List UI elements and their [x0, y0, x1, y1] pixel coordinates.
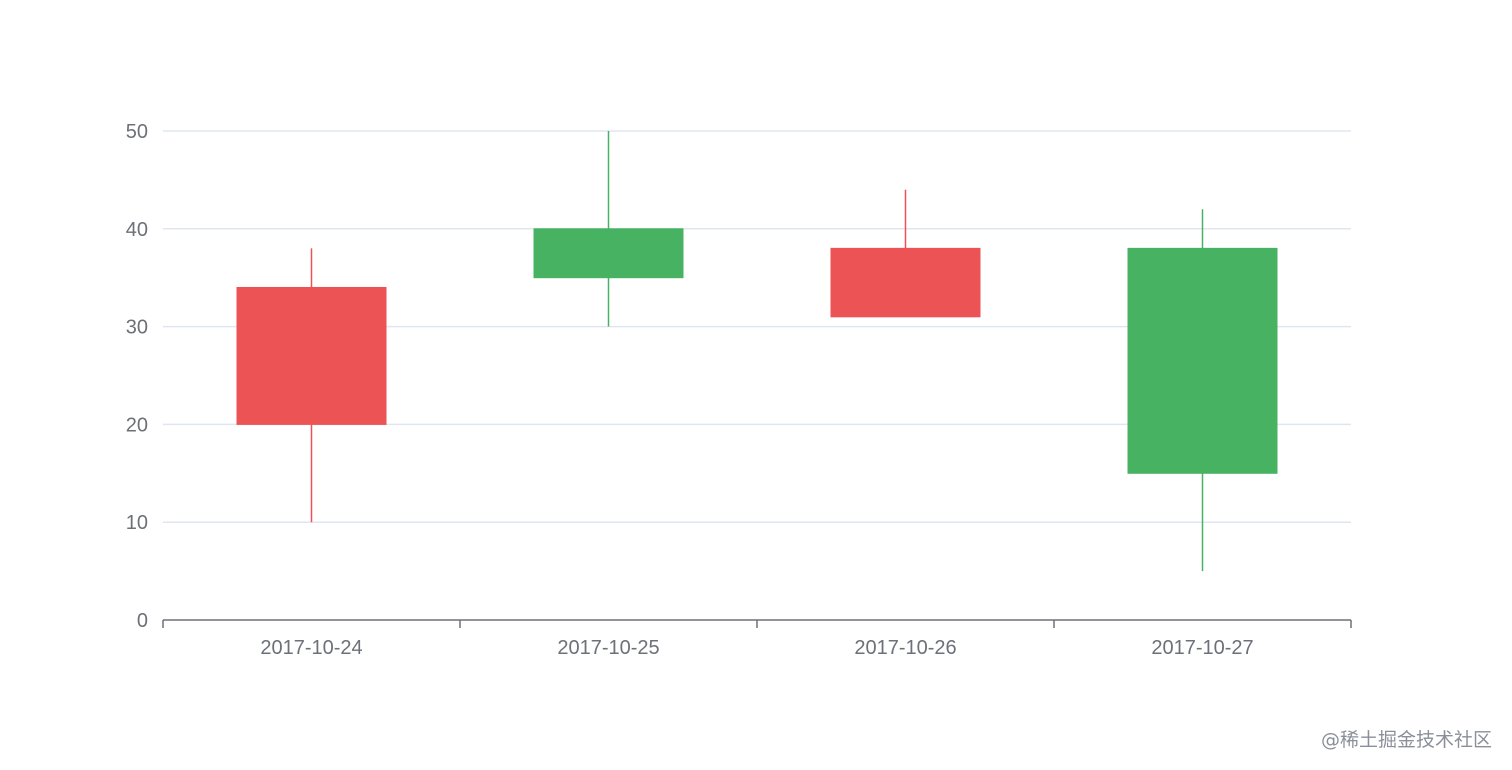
candle-body	[533, 228, 684, 279]
y-tick-label: 0	[137, 610, 148, 632]
candle-body	[236, 286, 387, 425]
axes: 0 10 20 30 40 50 2017-10-24 2017-10-25 2017-10-2…	[126, 121, 1352, 659]
y-tick-label: 10	[126, 512, 148, 534]
y-tick-label: 30	[126, 317, 148, 339]
candle-body	[830, 247, 981, 318]
y-tick-label: 40	[126, 219, 148, 241]
y-tick-label: 20	[126, 414, 148, 436]
x-tick-label: 2017-10-25	[557, 637, 659, 659]
x-tick-label: 2017-10-24	[260, 637, 362, 659]
candle-2017-10-25	[533, 131, 684, 327]
candle-2017-10-26	[830, 189, 981, 318]
candle-body	[1127, 247, 1278, 474]
x-tick-label: 2017-10-27	[1151, 637, 1253, 659]
x-tick-label: 2017-10-26	[854, 637, 956, 659]
candle-2017-10-24	[236, 248, 387, 523]
candles	[236, 131, 1278, 572]
candle-2017-10-27	[1127, 209, 1278, 572]
y-tick-label: 50	[126, 121, 148, 143]
watermark-text: @稀土掘金技术社区	[1320, 729, 1492, 751]
